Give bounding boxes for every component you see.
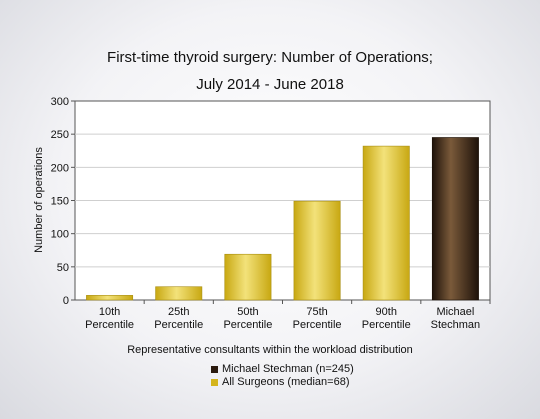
y-tick-label: 300 — [51, 96, 69, 108]
chart-title-line-1: First-time thyroid surgery: Number of Op… — [107, 49, 433, 66]
legend-label-all-surgeons: All Surgeons (median=68) — [222, 376, 350, 388]
bar-75th-percentile — [293, 200, 341, 301]
bars — [86, 137, 479, 301]
y-tick-label: 150 — [51, 196, 69, 208]
x-axis-label: Representative consultants within the wo… — [127, 344, 413, 356]
gridlines — [75, 133, 490, 268]
bar-10th-percentile — [86, 295, 134, 301]
chart-title-line-2: July 2014 - June 2018 — [196, 76, 344, 93]
bar-25th-percentile — [155, 286, 203, 301]
x-tick-label: 50th Percentile — [223, 306, 272, 331]
y-tick-label: 200 — [51, 162, 69, 174]
bar-50th-percentile — [224, 253, 272, 301]
legend-label-surgeon: Michael Stechman (n=245) — [222, 363, 354, 375]
bar-michael-stechman — [431, 137, 479, 301]
bar-90th-percentile — [362, 145, 410, 301]
x-tick-label: 90th Percentile — [362, 306, 411, 331]
y-axis-label: Number of operations — [33, 147, 45, 253]
y-tick-label: 100 — [51, 229, 69, 241]
x-tick-label: Michael Stechman — [431, 306, 481, 331]
x-tick-label: 75th Percentile — [293, 306, 342, 331]
y-axis-ticks: 0 50 100 150 200 250 300 — [51, 96, 75, 307]
y-tick-label: 0 — [63, 295, 69, 307]
legend: Michael Stechman (n=245) All Surgeons (m… — [211, 363, 354, 389]
legend-swatch-surgeon — [211, 366, 218, 373]
x-tick-label: 25th Percentile — [154, 306, 203, 331]
x-tick-label: 10th Percentile — [85, 306, 134, 331]
y-tick-label: 50 — [57, 262, 69, 274]
x-axis-ticks: 10th Percentile 25th Percentile 50th Percenti… — [85, 300, 491, 331]
legend-item-all-surgeons: All Surgeons (median=68) — [211, 376, 354, 389]
legend-swatch-all-surgeons — [211, 379, 218, 386]
legend-item-surgeon: Michael Stechman (n=245) — [211, 363, 354, 376]
y-tick-label: 250 — [51, 129, 69, 141]
